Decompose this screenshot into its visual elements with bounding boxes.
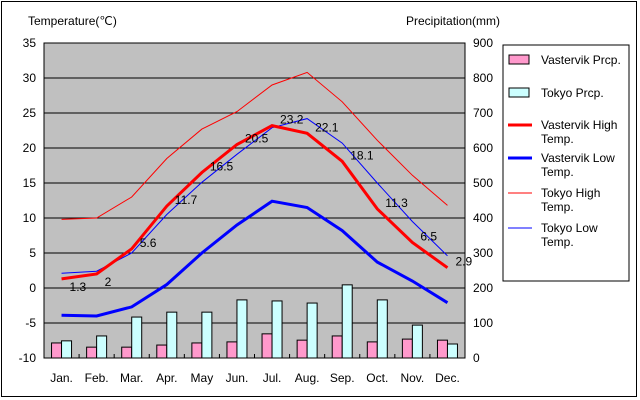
line-tokyo-high-temp- bbox=[61, 71, 448, 220]
legend-label: Vastervik High bbox=[541, 118, 617, 132]
bar-tokyo-prcp- bbox=[376, 299, 388, 359]
legend-swatch bbox=[508, 54, 530, 65]
bar-vastervik-prcp- bbox=[86, 346, 98, 359]
x-tick-label: Jan. bbox=[50, 371, 73, 385]
y-axis-title-right: Precipitation(mm) bbox=[406, 14, 500, 28]
y-tick-label-right: 700 bbox=[473, 106, 493, 120]
bar-vastervik-prcp- bbox=[121, 346, 133, 359]
bar-tokyo-prcp- bbox=[306, 302, 318, 359]
bar-tokyo-prcp- bbox=[96, 335, 108, 359]
bar-vastervik-prcp- bbox=[191, 342, 203, 359]
y-tick-label-left: 30 bbox=[23, 71, 37, 85]
data-label: 11.3 bbox=[385, 196, 408, 210]
bar-tokyo-prcp- bbox=[201, 311, 213, 359]
y-tick-label-right: 800 bbox=[473, 71, 493, 85]
bar-vastervik-prcp- bbox=[261, 333, 273, 359]
x-tick-label: Jun. bbox=[226, 371, 249, 385]
y-tick-label-right: 100 bbox=[473, 316, 493, 330]
data-label: 22.1 bbox=[315, 120, 339, 134]
plot-area bbox=[43, 42, 466, 359]
bar-tokyo-prcp- bbox=[446, 343, 458, 359]
data-label: 2 bbox=[105, 275, 112, 289]
legend-label: Tokyo Prcp. bbox=[541, 86, 604, 100]
legend-box bbox=[502, 44, 630, 282]
bar-tokyo-prcp- bbox=[131, 316, 143, 359]
y-tick-label-left: 35 bbox=[23, 36, 37, 50]
x-tick-label: Feb. bbox=[85, 371, 109, 385]
legend-label: Temp. bbox=[541, 132, 574, 146]
data-label: 18.1 bbox=[350, 148, 374, 162]
x-tick-label: May bbox=[191, 371, 214, 385]
data-label: 2.9 bbox=[455, 255, 472, 269]
y-tick-label-right: 600 bbox=[473, 141, 493, 155]
x-tick-label: Aug. bbox=[295, 371, 320, 385]
x-tick-label: Apr. bbox=[156, 371, 177, 385]
bar-vastervik-prcp- bbox=[156, 344, 168, 359]
y-tick-label-right: 300 bbox=[473, 246, 493, 260]
bar-tokyo-prcp- bbox=[61, 340, 73, 359]
data-label: 1.3 bbox=[70, 280, 87, 294]
x-tick-label: Jul. bbox=[263, 371, 282, 385]
bar-tokyo-prcp- bbox=[236, 299, 248, 359]
y-tick-label-left: -5 bbox=[25, 316, 36, 330]
legend-swatch bbox=[508, 87, 530, 98]
data-label: 5.6 bbox=[140, 236, 157, 250]
line-vastervik-low-temp- bbox=[61, 199, 449, 318]
bar-tokyo-prcp- bbox=[341, 284, 353, 359]
x-tick-label: Sep. bbox=[330, 371, 355, 385]
y-tick-label-left: -10 bbox=[19, 351, 37, 365]
y-tick-label-right: 500 bbox=[473, 176, 493, 190]
y-tick-label-left: 10 bbox=[23, 211, 37, 225]
y-tick-label-left: 25 bbox=[23, 106, 37, 120]
bar-tokyo-prcp- bbox=[166, 311, 178, 359]
bar-vastervik-prcp- bbox=[226, 341, 238, 359]
data-label: 23.2 bbox=[280, 113, 304, 127]
legend-label: Temp. bbox=[541, 235, 574, 249]
y-tick-label-left: 5 bbox=[29, 246, 36, 260]
bar-vastervik-prcp- bbox=[401, 338, 413, 359]
x-tick-label: Oct. bbox=[366, 371, 388, 385]
legend-label: Temp. bbox=[541, 200, 574, 214]
data-label: 16.5 bbox=[210, 160, 234, 174]
legend-label: Temp. bbox=[541, 165, 574, 179]
line-vastervik-high-temp- bbox=[61, 124, 449, 281]
legend-label: Tokyo High bbox=[541, 186, 600, 200]
y-axis-title-left: Temperature(℃) bbox=[28, 14, 117, 28]
bar-vastervik-prcp- bbox=[296, 339, 308, 359]
y-tick-label-right: 200 bbox=[473, 281, 493, 295]
line-tokyo-low-temp- bbox=[61, 118, 448, 274]
data-label: 20.5 bbox=[245, 132, 269, 146]
bar-tokyo-prcp- bbox=[271, 300, 283, 359]
y-tick-label-right: 400 bbox=[473, 211, 493, 225]
bar-vastervik-prcp- bbox=[331, 335, 343, 359]
legend-label: Vastervik Prcp. bbox=[541, 53, 621, 67]
y-tick-label-left: 0 bbox=[29, 281, 36, 295]
data-label: 6.5 bbox=[420, 230, 437, 244]
legend-label: Vastervik Low bbox=[541, 151, 615, 165]
y-tick-label-left: 15 bbox=[23, 176, 37, 190]
bar-tokyo-prcp- bbox=[411, 324, 423, 359]
data-label: 11.7 bbox=[175, 193, 198, 207]
y-tick-label-right: 900 bbox=[473, 36, 493, 50]
x-tick-label: Dec. bbox=[435, 371, 460, 385]
bar-vastervik-prcp- bbox=[366, 341, 378, 359]
legend-label: Tokyo Low bbox=[541, 221, 598, 235]
x-tick-label: Nov. bbox=[400, 371, 424, 385]
y-tick-label-right: 0 bbox=[473, 351, 480, 365]
y-tick-label-left: 20 bbox=[23, 141, 37, 155]
bar-vastervik-prcp- bbox=[436, 339, 448, 359]
bar-vastervik-prcp- bbox=[51, 342, 63, 359]
x-tick-label: Mar. bbox=[120, 371, 143, 385]
